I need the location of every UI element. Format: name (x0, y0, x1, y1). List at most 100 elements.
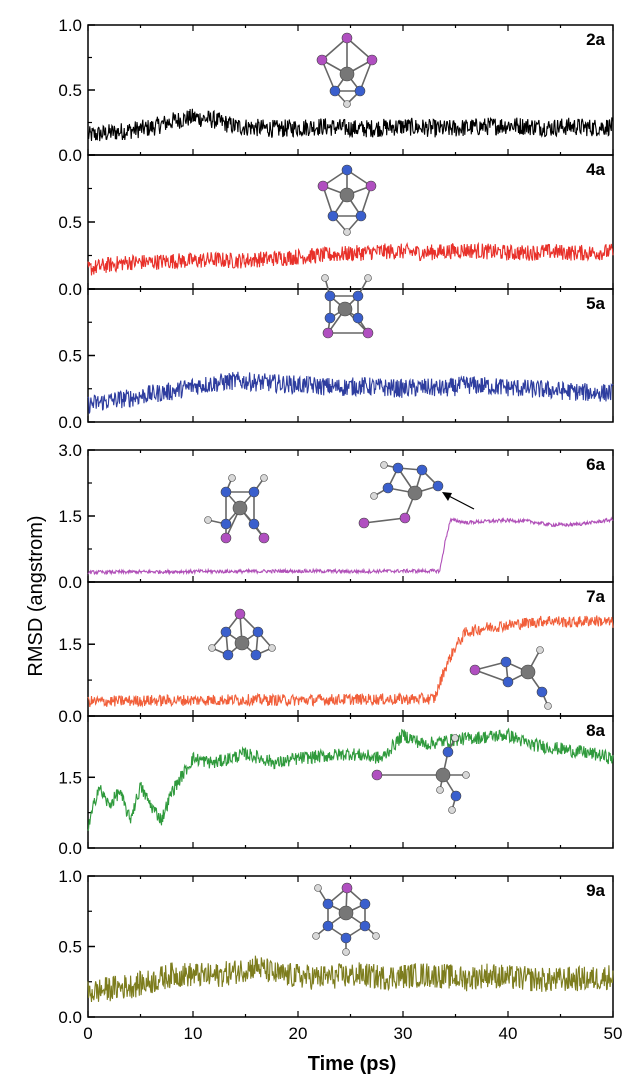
atom (432, 480, 444, 492)
y-tick-label: 1.0 (58, 16, 82, 35)
atom (380, 461, 388, 469)
atom (339, 187, 355, 203)
x-tick-label: 10 (184, 1024, 203, 1043)
panel-label: 9a (586, 881, 605, 900)
atom (220, 532, 232, 544)
pointer-arrow (442, 492, 475, 510)
atom (312, 932, 320, 940)
atom (340, 932, 352, 944)
rmsd-trace (87, 108, 614, 142)
atom (322, 327, 334, 339)
y-tick-label: 0.5 (58, 938, 82, 957)
atom (317, 180, 329, 192)
atom (322, 920, 334, 932)
panel-5a: 0.0 0.5 5a (58, 288, 614, 432)
atom (250, 649, 262, 661)
x-axis-label: Time (ps) (308, 1053, 397, 1075)
panels-layer: 0.00.51.02a0.00.54a0.00.55a0.01.53.06a0.… (58, 16, 622, 1043)
atom (314, 884, 322, 892)
panel-label: 8a (586, 721, 605, 740)
y-tick-label: 0.0 (58, 839, 82, 858)
atom (370, 492, 378, 500)
atom (338, 905, 354, 921)
y-tick-label: 0.0 (58, 280, 82, 299)
panel-label: 6a (586, 455, 605, 474)
atom (316, 54, 328, 66)
arrow-head (442, 492, 452, 501)
rmsd-trace (87, 615, 614, 708)
atom (343, 228, 351, 236)
atom (416, 464, 428, 476)
atom (392, 462, 404, 474)
atom (222, 649, 234, 661)
y-tick-label: 1.5 (58, 768, 82, 787)
y-tick-label: 0.5 (58, 347, 82, 366)
atom (364, 274, 372, 282)
x-tick-label: 40 (499, 1024, 518, 1043)
atom (371, 769, 383, 781)
panel-label: 4a (586, 160, 605, 179)
atom (220, 518, 232, 530)
atom (321, 274, 329, 282)
atom (355, 210, 367, 222)
atom (502, 676, 514, 688)
x-axis: 0 10 20 30 40 50 (83, 25, 622, 1043)
atom (450, 790, 462, 802)
atom (358, 517, 370, 529)
atom (352, 290, 364, 302)
atom (442, 746, 454, 758)
y-axis-label: RMSD (angstrom) (25, 515, 47, 676)
atom (260, 474, 268, 482)
panel-9a: 0.0 0.5 1.0 9a (58, 867, 614, 1027)
atom (341, 32, 353, 44)
atom (220, 626, 232, 638)
atom (407, 485, 423, 501)
molecule-9a (312, 882, 380, 956)
atom (435, 767, 451, 783)
atom (341, 164, 353, 176)
molecule-illustrations (204, 32, 552, 956)
atom (536, 646, 544, 654)
bond (346, 37, 373, 61)
rmsd-trace (87, 516, 614, 576)
atom (469, 664, 481, 676)
atom (248, 518, 260, 530)
molecule-7a-right (469, 646, 552, 710)
atom (341, 882, 353, 894)
atom (248, 486, 260, 498)
panel-frame (87, 449, 614, 583)
atom (324, 290, 336, 302)
x-tick-label: 20 (289, 1024, 308, 1043)
y-tick-label: 1.5 (58, 635, 82, 654)
atom (382, 482, 394, 494)
atom (366, 54, 378, 66)
atom (204, 516, 212, 524)
y-tick-label: 0.5 (58, 81, 82, 100)
atom (462, 771, 470, 779)
y-tick-label: 1.5 (58, 507, 82, 526)
atom (232, 500, 248, 516)
atom (359, 920, 371, 932)
molecule-7a-left (208, 608, 276, 661)
molecule-6a-left (204, 474, 270, 544)
atom (234, 608, 246, 620)
atom (359, 898, 371, 910)
atom (327, 210, 339, 222)
atom (268, 644, 276, 652)
atom (448, 806, 456, 814)
bond (321, 37, 348, 61)
atom (258, 532, 270, 544)
y-tick-label: 0.0 (58, 707, 82, 726)
molecule-8a (371, 734, 470, 814)
atom (337, 301, 353, 317)
panel-label: 7a (586, 587, 605, 606)
x-tick-label: 0 (83, 1024, 92, 1043)
x-tick-label: 50 (604, 1024, 622, 1043)
panel-8a: 0.0 1.5 8a (58, 715, 614, 858)
molecule-5a (321, 274, 374, 339)
panel-label: 2a (586, 30, 605, 49)
y-tick-label: 0.0 (58, 1008, 82, 1027)
atom (342, 948, 350, 956)
atom (520, 664, 536, 680)
rmsd-trace (87, 371, 614, 414)
